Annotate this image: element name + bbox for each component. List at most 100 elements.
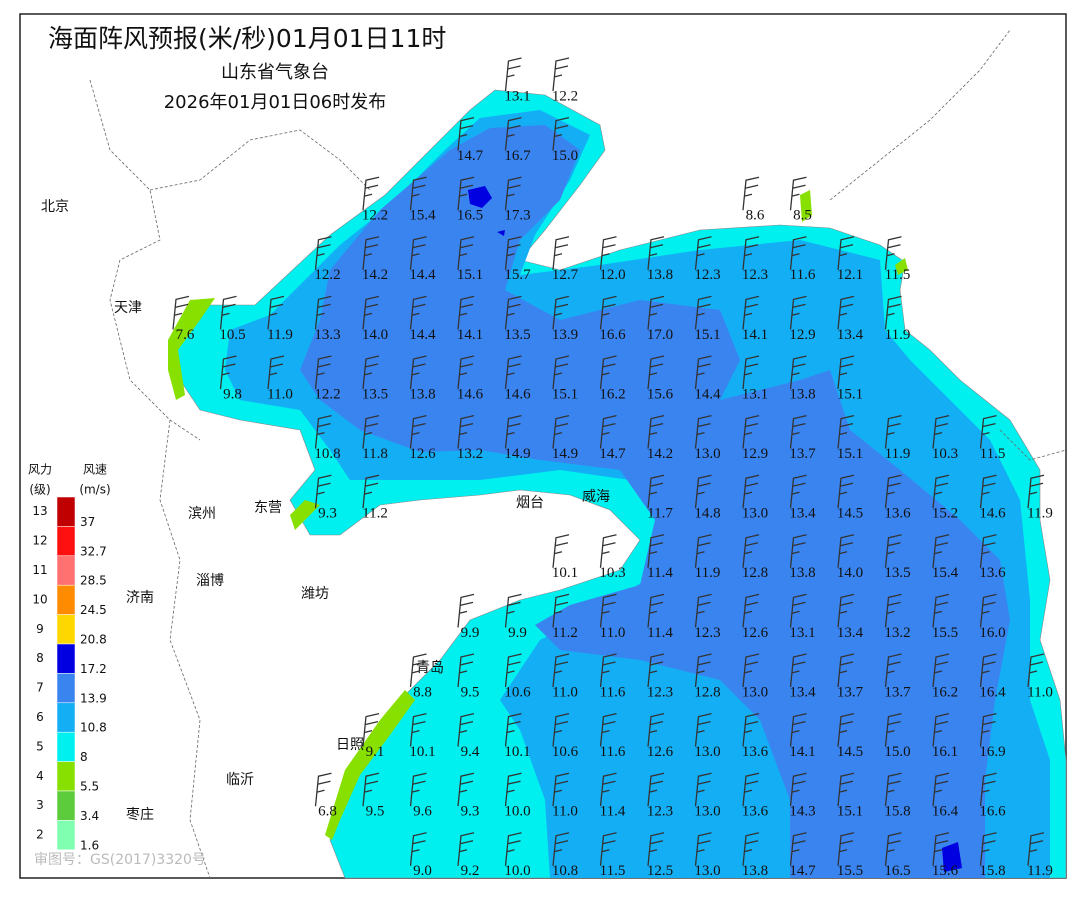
wind-barb xyxy=(552,653,570,688)
barb-glyph xyxy=(504,712,522,747)
wind-barb xyxy=(742,593,760,628)
wind-barb xyxy=(742,832,760,866)
wind-barb xyxy=(599,832,617,866)
city-label: 天津 xyxy=(114,300,142,316)
barb-glyph xyxy=(884,474,902,509)
wind-barb xyxy=(409,772,427,807)
issuer: 山东省气象台 xyxy=(221,62,329,83)
wind-barb xyxy=(409,414,427,449)
wind-value: 11.0 xyxy=(600,625,626,641)
wind-barb xyxy=(647,295,665,330)
legend-swatch xyxy=(56,790,76,821)
wind-value: 14.5 xyxy=(837,744,863,760)
barb-glyph xyxy=(837,355,855,390)
wind-value: 13.9 xyxy=(552,327,578,343)
barb-glyph xyxy=(457,355,475,390)
barb-glyph xyxy=(552,295,570,330)
barb-glyph xyxy=(979,534,997,568)
legend-header: (级) xyxy=(29,483,50,497)
barb-glyph xyxy=(837,474,855,509)
legend-swatch xyxy=(56,731,76,762)
wind-barb xyxy=(694,593,712,628)
barb-glyph xyxy=(837,593,855,628)
wind-barb xyxy=(742,772,760,807)
wind-barb xyxy=(457,832,475,866)
barb-glyph xyxy=(599,593,617,628)
barb-glyph xyxy=(362,474,380,509)
barb-glyph xyxy=(647,772,665,807)
legend-speed: 37 xyxy=(80,515,95,529)
border-line xyxy=(159,419,211,879)
barb-glyph xyxy=(789,414,807,449)
wind-barb xyxy=(552,236,570,270)
barb-glyph xyxy=(457,653,475,688)
wind-value: 13.2 xyxy=(457,446,483,462)
wind-value: 6.8 xyxy=(318,804,337,820)
legend-level: 4 xyxy=(36,769,44,783)
wind-value: 10.1 xyxy=(504,744,530,760)
barb-glyph xyxy=(457,712,475,747)
wind-value: 11.6 xyxy=(600,744,626,760)
legend-speed: 13.9 xyxy=(80,691,107,705)
barb-glyph xyxy=(837,653,855,688)
wind-value: 12.3 xyxy=(694,267,720,283)
barb-glyph xyxy=(694,832,712,866)
issue-time: 2026年01月01日06时发布 xyxy=(164,92,387,113)
wind-value: 12.3 xyxy=(647,684,673,700)
wind-value: 12.2 xyxy=(314,267,340,283)
barb-glyph xyxy=(932,534,950,568)
barb-glyph xyxy=(599,712,617,747)
barb-glyph xyxy=(932,414,950,449)
city-label: 日照 xyxy=(336,737,364,753)
wind-value: 9.2 xyxy=(461,863,480,879)
wind-barb xyxy=(694,236,712,270)
wind-barb xyxy=(789,236,807,270)
wind-barb xyxy=(504,57,522,92)
wind-barb xyxy=(694,414,712,449)
wind-barb xyxy=(932,534,950,568)
wind-value: 15.5 xyxy=(932,625,958,641)
wind-value: 13.6 xyxy=(884,506,911,522)
barb-glyph xyxy=(504,832,522,866)
wind-value: 12.6 xyxy=(409,446,436,462)
city-label: 烟台 xyxy=(516,495,544,511)
legend-swatch xyxy=(56,643,76,674)
sea-inner xyxy=(300,125,1010,878)
wind-barb xyxy=(837,712,855,747)
wind-value: 15.1 xyxy=(837,386,863,402)
wind-barb xyxy=(409,653,427,688)
barb-glyph xyxy=(647,534,665,568)
wind-barb xyxy=(504,712,522,747)
barb-glyph xyxy=(409,832,427,866)
wind-barb xyxy=(409,832,427,866)
wind-barb xyxy=(837,832,855,866)
barb-glyph xyxy=(409,176,427,211)
wind-barb xyxy=(314,414,332,449)
barb-glyph xyxy=(837,832,855,866)
wind-barb xyxy=(932,712,950,747)
wind-barb xyxy=(362,355,380,390)
wind-value: 14.1 xyxy=(789,744,815,760)
wind-barb xyxy=(362,236,380,270)
wind-barb xyxy=(362,295,380,330)
legend-speed: 5.5 xyxy=(80,780,99,794)
wind-value: 11.4 xyxy=(647,565,673,581)
wind-barb xyxy=(457,116,475,151)
barb-glyph xyxy=(837,712,855,747)
wind-value: 15.5 xyxy=(837,863,863,879)
barb-glyph xyxy=(362,176,380,211)
wind-barb xyxy=(742,474,760,509)
wind-value: 15.1 xyxy=(694,327,720,343)
border-line xyxy=(829,29,1011,201)
barb-glyph xyxy=(979,414,997,449)
wind-barb xyxy=(694,355,712,390)
barb-glyph xyxy=(552,414,570,449)
wind-barb xyxy=(884,712,902,747)
wind-value: 10.1 xyxy=(552,565,578,581)
wind-value: 17.3 xyxy=(504,208,530,224)
wind-value: 12.7 xyxy=(552,267,579,283)
city-label: 北京 xyxy=(41,199,69,215)
wind-barb xyxy=(219,355,237,390)
wind-value: 13.8 xyxy=(647,267,673,283)
